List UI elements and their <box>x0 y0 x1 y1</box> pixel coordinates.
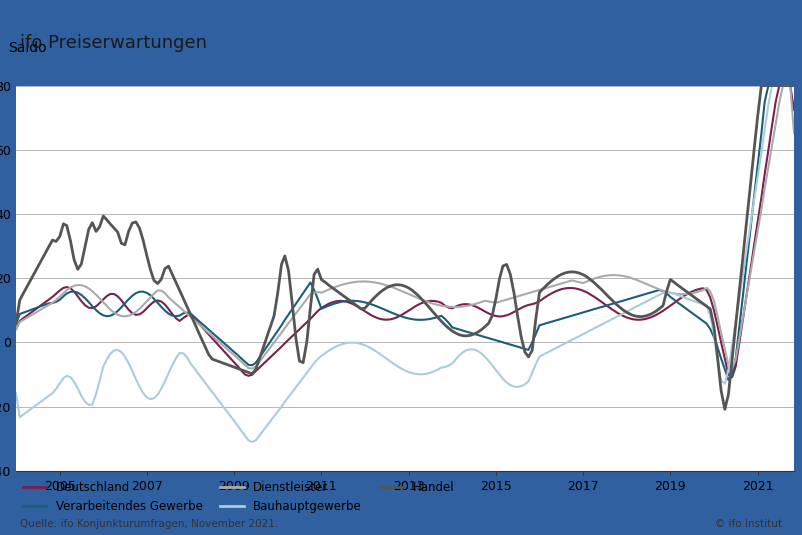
Text: Quelle: ifo Konjunkturumfragen, November 2021.: Quelle: ifo Konjunkturumfragen, November… <box>20 519 278 529</box>
Text: Saldo: Saldo <box>8 41 47 55</box>
Text: © ifo Institut: © ifo Institut <box>715 519 782 529</box>
Text: ifo Preiserwartungen: ifo Preiserwartungen <box>20 34 207 52</box>
Legend: Deutschland, Verarbeitendes Gewerbe, Dienstleister, Bauhauptgewerbe, Handel: Deutschland, Verarbeitendes Gewerbe, Die… <box>18 477 460 518</box>
